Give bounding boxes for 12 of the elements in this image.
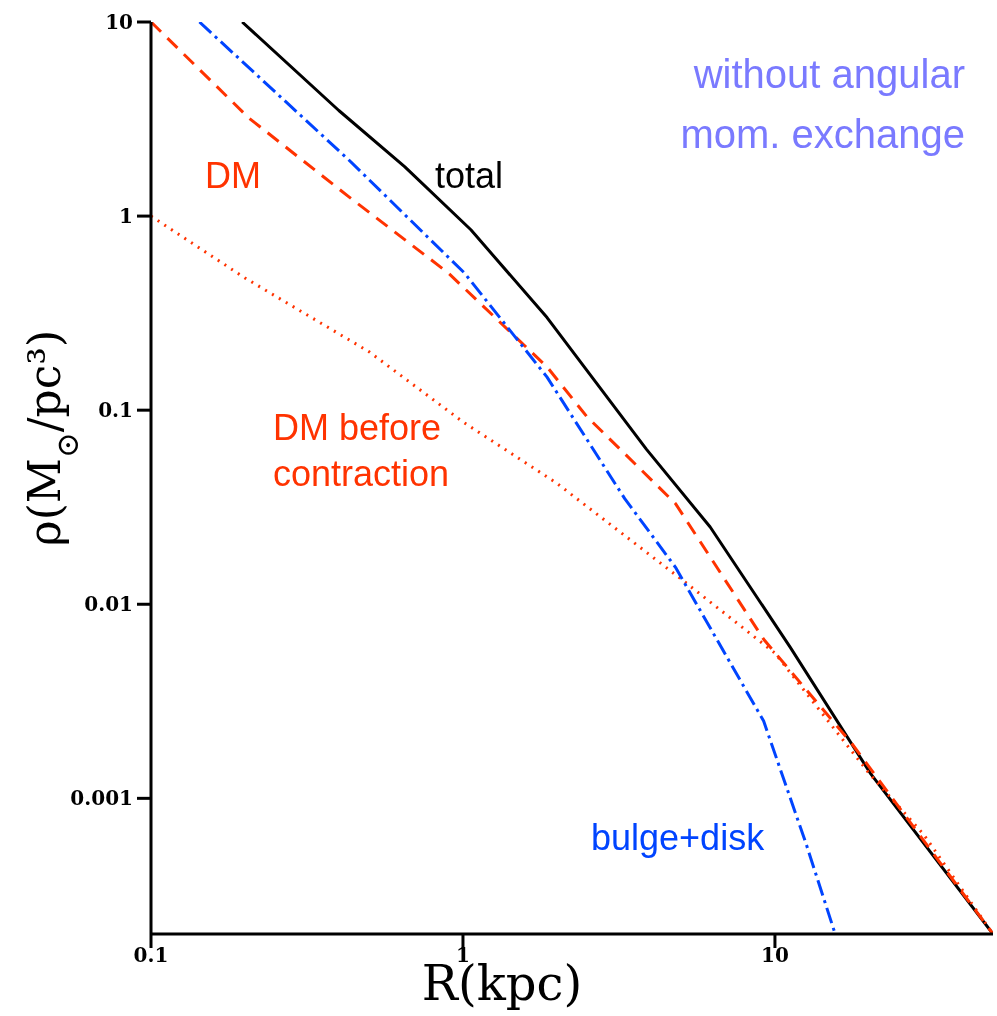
y-tick-label: 0.01 — [84, 592, 133, 617]
series-label: bulge+disk — [591, 817, 766, 858]
x-tick-label: 10 — [761, 943, 789, 968]
series-label: DM before contraction — [273, 407, 450, 494]
y-tick-label: 0.001 — [70, 786, 133, 811]
x-tick-label: 0.1 — [133, 943, 169, 968]
y-tick-label: 0.1 — [98, 398, 133, 423]
series-label: DM — [205, 155, 261, 196]
y-tick-label: 10 — [105, 10, 133, 35]
annotation: without angular mom. exchange — [680, 52, 965, 156]
y-tick-label: 1 — [119, 204, 133, 229]
series-label: total — [435, 155, 504, 196]
